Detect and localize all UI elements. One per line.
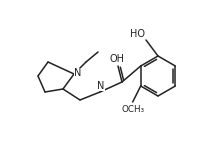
Text: OCH₃: OCH₃: [121, 105, 144, 114]
Text: N: N: [74, 68, 82, 78]
Text: OH: OH: [110, 54, 125, 64]
Text: N: N: [97, 81, 105, 91]
Text: HO: HO: [131, 29, 146, 39]
